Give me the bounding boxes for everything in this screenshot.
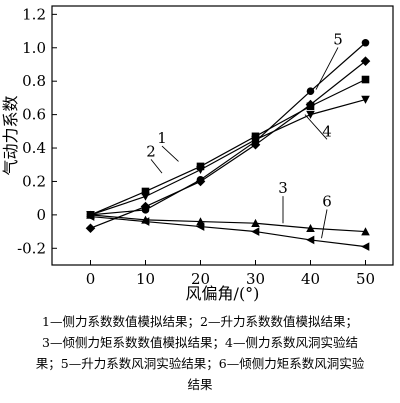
series-6-point [141, 217, 150, 226]
series-4-point [306, 110, 315, 119]
annotation-leader [321, 209, 328, 239]
series-6-point [251, 227, 260, 236]
annotation-label: 5 [333, 30, 343, 48]
x-tick-label: 40 [301, 270, 320, 288]
x-tick-label: 30 [246, 270, 265, 288]
annotation-leader [304, 114, 328, 140]
series-1-point [85, 223, 96, 234]
x-tick-label: 20 [191, 270, 210, 288]
series-6-line [90, 215, 366, 248]
x-tick-label: 50 [356, 270, 375, 288]
series-1-point [360, 56, 371, 66]
series-5-point [361, 38, 370, 47]
caption-line-3: 果；5—升力系数风洞实验结果；6—倾侧力矩系数风洞实验 [35, 356, 365, 371]
series-2-point [141, 187, 150, 196]
caption-line-1: 1—侧力系数数值模拟结果；2—升力系数数值模拟结果； [42, 314, 358, 329]
plot-frame [51, 5, 394, 266]
series-5-point [306, 87, 315, 96]
series-4-point [196, 165, 205, 175]
series-3-point [306, 223, 315, 233]
y-tick-label: 1.0 [22, 39, 46, 57]
annotation-label: 1 [157, 129, 167, 147]
x-axis-label: 风偏角/(°) [186, 284, 260, 303]
y-tick-label: 0.2 [22, 172, 46, 190]
series-6-point [361, 242, 370, 251]
aerodynamic-coefficient-chart: 0 10 20 30 40 50 -0.2 0 0.2 0.4 0.6 0.8 1.0 1.2 风偏角/(°… [1, 5, 394, 303]
series-6-point [86, 212, 95, 221]
annotation-leader [150, 159, 163, 174]
series-2-point [361, 75, 370, 84]
y-tick-label: 1.2 [22, 5, 46, 23]
annotation-label: 3 [278, 179, 288, 197]
y-tick-label: 0.8 [22, 72, 46, 90]
series-4-point [361, 95, 370, 104]
series-4-point [141, 192, 150, 201]
figure-caption: 1—侧力系数数值模拟结果；2—升力系数数值模拟结果； 3—倾侧力矩系数数值模拟结… [2, 311, 398, 395]
y-tick-label: 0 [36, 206, 46, 224]
series-3-line [90, 214, 366, 233]
series-5-point [196, 175, 205, 184]
y-tick-label: 0.4 [22, 139, 46, 157]
y-axis-label: 气动力系数 [1, 95, 20, 175]
caption-line-4: 结果 [187, 377, 213, 392]
annotation-label: 2 [146, 142, 156, 160]
annotation-label: 6 [322, 193, 332, 211]
series-2-point [306, 102, 315, 111]
caption-line-2: 3—倾侧力矩系数数值模拟结果；4—侧力系数风洞实验结 [42, 335, 358, 350]
x-tick-label: 10 [136, 270, 155, 288]
series-3-point [361, 227, 370, 236]
annotation-leader [161, 145, 179, 162]
y-tick-label: 0.6 [22, 106, 46, 124]
series-6-point [196, 222, 205, 231]
series-3-point [251, 218, 260, 228]
series-5-point [141, 206, 150, 214]
series-6-point [306, 235, 315, 245]
annotation-leader [315, 47, 339, 90]
series-5-point [251, 137, 260, 146]
series-2-line [90, 78, 366, 216]
series-4-line [90, 98, 366, 216]
x-tick-label: 0 [86, 270, 96, 288]
y-tick-label: -0.2 [17, 239, 46, 257]
annotation-label: 4 [322, 122, 332, 140]
